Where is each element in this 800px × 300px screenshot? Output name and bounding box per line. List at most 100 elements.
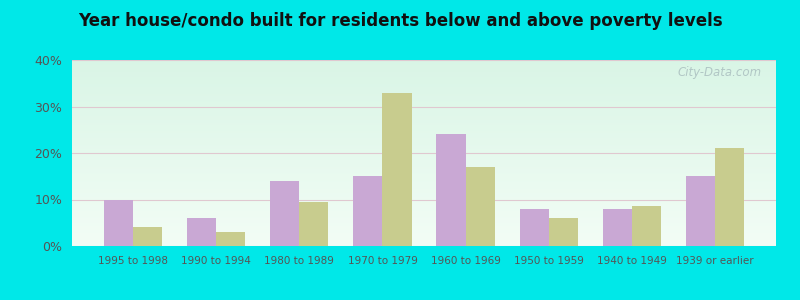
Bar xyxy=(72,84,776,85)
Bar xyxy=(519,209,549,246)
Bar xyxy=(72,89,776,90)
Bar xyxy=(72,60,776,61)
Bar xyxy=(72,147,776,148)
Bar xyxy=(72,164,776,165)
Bar xyxy=(72,127,776,128)
Bar xyxy=(72,160,776,161)
Bar xyxy=(72,150,776,151)
Bar xyxy=(437,134,466,246)
Bar xyxy=(72,232,776,233)
Bar xyxy=(72,134,776,135)
Bar xyxy=(72,107,776,108)
Bar xyxy=(602,209,632,246)
Bar xyxy=(72,152,776,153)
Bar xyxy=(72,156,776,157)
Bar xyxy=(72,215,776,216)
Bar xyxy=(72,78,776,79)
Bar xyxy=(72,223,776,224)
Bar xyxy=(72,155,776,156)
Bar xyxy=(72,83,776,84)
Bar xyxy=(72,148,776,149)
Bar xyxy=(72,208,776,209)
Bar xyxy=(72,66,776,67)
Bar xyxy=(72,166,776,167)
Bar xyxy=(72,98,776,99)
Bar xyxy=(72,118,776,119)
Bar xyxy=(72,181,776,182)
Bar xyxy=(72,169,776,170)
Bar xyxy=(72,202,776,203)
Bar xyxy=(72,229,776,230)
Bar xyxy=(72,143,776,144)
Bar xyxy=(72,131,776,132)
Bar xyxy=(72,175,776,176)
Bar xyxy=(72,62,776,63)
Bar xyxy=(72,103,776,104)
Bar xyxy=(72,226,776,227)
Bar xyxy=(72,124,776,125)
Bar xyxy=(72,117,776,118)
Bar xyxy=(72,126,776,127)
Bar xyxy=(354,176,382,246)
Bar xyxy=(72,122,776,123)
Bar xyxy=(72,157,776,158)
Bar xyxy=(72,154,776,155)
Bar xyxy=(72,64,776,66)
Bar xyxy=(72,182,776,183)
Bar xyxy=(72,210,776,211)
Bar xyxy=(72,74,776,75)
Bar xyxy=(72,234,776,235)
Bar xyxy=(72,153,776,154)
Bar xyxy=(72,135,776,136)
Bar xyxy=(72,76,776,77)
Bar xyxy=(72,193,776,194)
Bar xyxy=(72,85,776,86)
Bar xyxy=(72,207,776,208)
Bar xyxy=(72,211,776,212)
Bar xyxy=(72,188,776,189)
Bar xyxy=(72,118,776,119)
Bar xyxy=(715,148,744,246)
Bar xyxy=(72,178,776,179)
Bar xyxy=(686,176,715,246)
Bar xyxy=(72,132,776,133)
Bar xyxy=(72,192,776,193)
Bar xyxy=(72,225,776,226)
Bar xyxy=(72,110,776,111)
Bar xyxy=(72,68,776,69)
Bar xyxy=(72,228,776,229)
Bar xyxy=(72,129,776,130)
Bar xyxy=(72,92,776,94)
Bar xyxy=(72,100,776,101)
Bar xyxy=(72,204,776,205)
Bar xyxy=(72,72,776,73)
Bar xyxy=(72,199,776,200)
Bar xyxy=(72,163,776,164)
Bar xyxy=(72,201,776,202)
Bar xyxy=(72,195,776,196)
Bar xyxy=(72,162,776,163)
Bar xyxy=(72,185,776,187)
Bar xyxy=(72,241,776,242)
Bar xyxy=(72,205,776,206)
Bar xyxy=(72,244,776,245)
Bar xyxy=(72,170,776,171)
Bar xyxy=(72,112,776,113)
Bar xyxy=(72,224,776,225)
Bar xyxy=(72,115,776,116)
Bar xyxy=(72,125,776,126)
Bar xyxy=(72,116,776,117)
Bar xyxy=(72,130,776,131)
Bar xyxy=(72,171,776,172)
Bar xyxy=(72,197,776,198)
Bar xyxy=(72,189,776,190)
Bar xyxy=(72,77,776,78)
Bar xyxy=(72,142,776,143)
Bar xyxy=(72,159,776,160)
Bar xyxy=(72,238,776,239)
Text: Year house/condo built for residents below and above poverty levels: Year house/condo built for residents bel… xyxy=(78,12,722,30)
Bar xyxy=(72,151,776,152)
Bar xyxy=(72,106,776,107)
Bar xyxy=(72,214,776,215)
Bar xyxy=(72,70,776,71)
